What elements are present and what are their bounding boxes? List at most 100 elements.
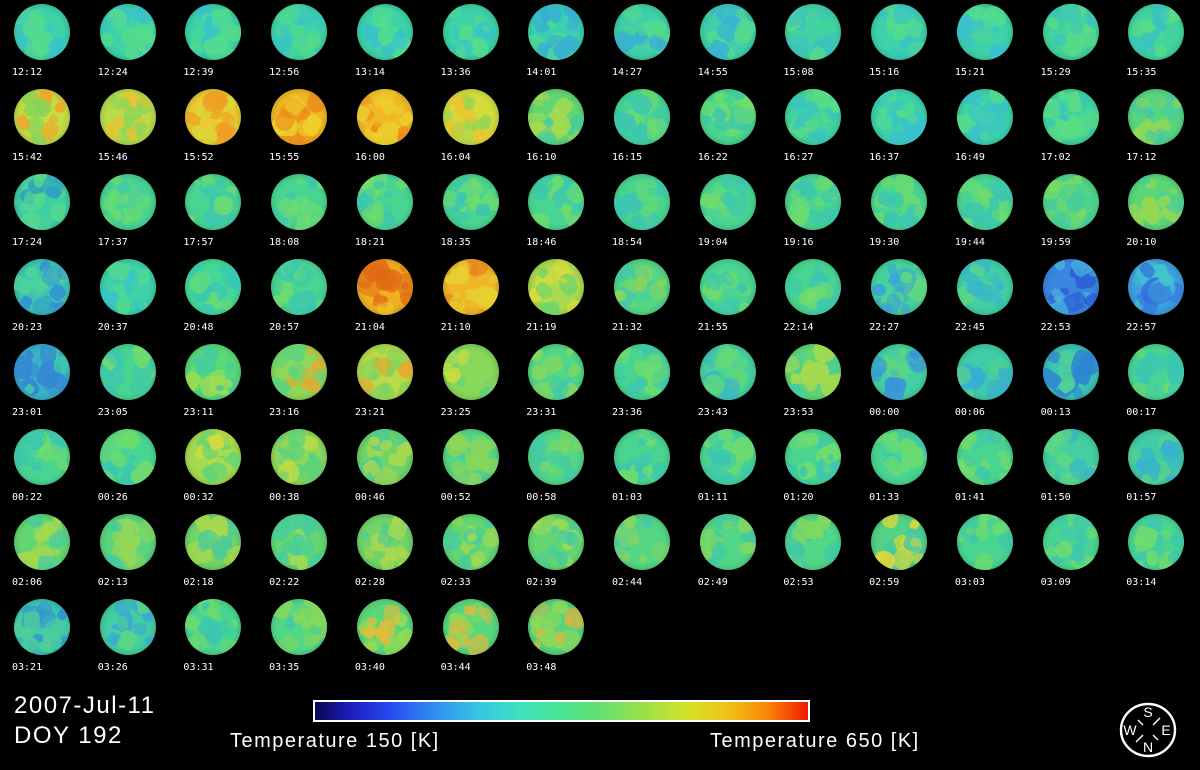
disk-thumbnail bbox=[1128, 514, 1185, 570]
montage-cell: 01:20 bbox=[771, 429, 857, 514]
disk-time-label: 16:49 bbox=[954, 152, 985, 163]
disk-time-label: 02:06 bbox=[12, 577, 43, 588]
disk-time-label: 12:24 bbox=[97, 67, 128, 78]
disk-thumbnail bbox=[185, 174, 242, 230]
disk-thumbnail bbox=[442, 259, 499, 315]
disk-texture-patch bbox=[475, 203, 491, 217]
disk-texture-patch bbox=[275, 631, 302, 655]
disk-time-label: 02:13 bbox=[97, 577, 128, 588]
disk-time-label: 22:27 bbox=[869, 322, 900, 333]
montage-cell: 18:08 bbox=[257, 174, 343, 259]
compass-circle bbox=[1119, 702, 1177, 758]
disk-thumbnail bbox=[442, 599, 499, 655]
disk-texture-patch bbox=[288, 25, 304, 38]
disk-thumbnail bbox=[185, 514, 242, 570]
disk-thumbnail bbox=[99, 89, 156, 145]
disk-thumbnail bbox=[956, 429, 1013, 485]
disk-time-label: 12:39 bbox=[183, 67, 214, 78]
disk-time-label: 16:10 bbox=[526, 152, 557, 163]
disk-time-label: 03:44 bbox=[440, 662, 471, 673]
disk-thumbnail bbox=[871, 174, 928, 230]
montage-cell: 16:15 bbox=[600, 89, 686, 174]
disk-texture-patch bbox=[24, 266, 39, 279]
disk-texture-patch bbox=[48, 36, 70, 60]
disk-time-label: 17:24 bbox=[12, 237, 43, 248]
disk-texture-patch bbox=[298, 119, 319, 137]
montage-cell: 01:03 bbox=[600, 429, 686, 514]
disk-texture-patch bbox=[23, 610, 42, 634]
disk-thumbnail bbox=[356, 344, 413, 400]
disk-time-label: 02:49 bbox=[697, 577, 728, 588]
montage-cell: 02:33 bbox=[429, 514, 515, 599]
disk-texture-patch bbox=[485, 130, 499, 145]
disk-texture-patch bbox=[1042, 467, 1056, 482]
disk-texture-patch bbox=[223, 360, 237, 374]
disk-texture-patch bbox=[998, 367, 1011, 378]
disk-thumbnail bbox=[99, 429, 156, 485]
disk-thumbnail bbox=[1042, 89, 1099, 145]
disk-thumbnail bbox=[528, 429, 585, 485]
disk-time-label: 23:16 bbox=[269, 407, 300, 418]
disk-texture-patch bbox=[900, 271, 914, 283]
disk-texture-patch bbox=[735, 7, 747, 19]
disk-thumbnail bbox=[356, 429, 413, 485]
montage-cell: 23:25 bbox=[429, 344, 515, 429]
disk-texture-patch bbox=[956, 216, 974, 230]
disk-time-label: 23:31 bbox=[526, 407, 557, 418]
disk-time-label: 14:55 bbox=[697, 67, 728, 78]
disk-time-label: 03:03 bbox=[954, 577, 985, 588]
disk-texture-patch bbox=[534, 627, 544, 638]
disk-texture-patch bbox=[487, 273, 499, 286]
disk-thumbnail bbox=[99, 4, 156, 60]
disk-thumbnail bbox=[271, 89, 328, 145]
disk-thumbnail bbox=[1128, 429, 1185, 485]
disk-time-label: 21:04 bbox=[354, 322, 385, 333]
montage-cell: 15:29 bbox=[1029, 4, 1115, 89]
disk-thumbnail bbox=[785, 259, 842, 315]
disk-texture-patch bbox=[185, 214, 196, 224]
disk-texture-patch bbox=[116, 296, 131, 315]
disk-time-label: 14:01 bbox=[526, 67, 557, 78]
compass-west-label: W bbox=[1123, 722, 1137, 738]
disk-thumbnail bbox=[271, 514, 328, 570]
disk-texture-patch bbox=[206, 348, 221, 361]
disk-texture-patch bbox=[533, 639, 542, 649]
disk-texture-patch bbox=[1050, 212, 1072, 230]
disk-texture-patch bbox=[529, 213, 550, 230]
disk-texture-patch bbox=[822, 31, 842, 49]
disk-thumbnail bbox=[614, 89, 670, 145]
disk-texture-patch bbox=[271, 429, 287, 444]
disk-time-label: 19:04 bbox=[697, 237, 728, 248]
montage-cell: 20:37 bbox=[86, 259, 172, 344]
montage-cell: 01:57 bbox=[1114, 429, 1200, 514]
montage-cell: 19:30 bbox=[857, 174, 943, 259]
montage-cell: 20:23 bbox=[0, 259, 86, 344]
disk-thumbnail bbox=[271, 259, 328, 315]
disk-time-label: 00:26 bbox=[97, 492, 128, 503]
disk-texture-patch bbox=[565, 16, 580, 32]
disk-time-label: 15:55 bbox=[269, 152, 300, 163]
disk-texture-patch bbox=[913, 352, 927, 364]
disk-thumbnail bbox=[185, 599, 242, 655]
montage-cell: 19:44 bbox=[943, 174, 1029, 259]
montage-cell: 19:59 bbox=[1029, 174, 1115, 259]
disk-thumbnail bbox=[99, 259, 156, 315]
disk-time-label: 12:56 bbox=[269, 67, 300, 78]
disk-thumbnail bbox=[1042, 174, 1099, 230]
disk-texture-patch bbox=[738, 540, 756, 556]
disk-texture-patch bbox=[998, 471, 1011, 483]
disk-texture-patch bbox=[880, 175, 896, 189]
montage-cell: 22:14 bbox=[771, 259, 857, 344]
disk-thumbnail bbox=[185, 4, 242, 60]
disk-texture-patch bbox=[394, 174, 413, 192]
disk-thumbnail bbox=[614, 4, 670, 60]
montage-cell: 16:00 bbox=[343, 89, 429, 174]
disk-texture-patch bbox=[880, 514, 900, 530]
disk-grid: 12:12 12:24 12:39 12:56 13:14 13:36 14:01 14:27… bbox=[0, 4, 1200, 673]
disk-texture-patch bbox=[366, 616, 377, 626]
disk-thumbnail bbox=[442, 344, 499, 400]
disk-time-label: 17:57 bbox=[183, 237, 214, 248]
montage-cell: 01:41 bbox=[943, 429, 1029, 514]
disk-thumbnail bbox=[1128, 344, 1185, 400]
montage-cell: 23:43 bbox=[686, 344, 772, 429]
